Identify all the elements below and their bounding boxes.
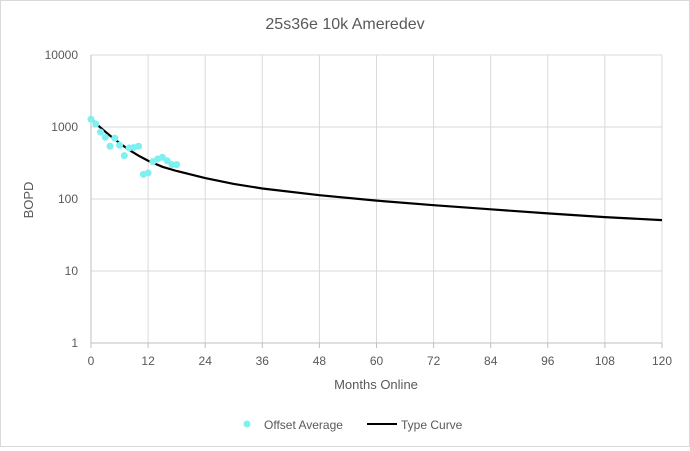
- x-tick-label: 0: [88, 354, 95, 368]
- type-curve-line: [90, 118, 663, 222]
- y-tick-label: 1000: [51, 120, 78, 134]
- offset-average-point: [101, 133, 109, 141]
- x-tick-label: 96: [541, 354, 555, 368]
- offset-average-series: [87, 115, 181, 178]
- x-tick-label: 108: [595, 354, 615, 368]
- legend: Offset Average Type Curve: [243, 418, 463, 432]
- offset-average-point: [87, 115, 95, 123]
- y-tick-label: 10: [65, 264, 79, 278]
- offset-average-point: [173, 161, 181, 169]
- type-curve-series: [90, 118, 663, 222]
- offset-average-point: [163, 157, 171, 165]
- offset-average-point: [106, 142, 114, 150]
- offset-average-point: [135, 142, 143, 150]
- x-tick-label: 84: [484, 354, 498, 368]
- axes: [90, 55, 663, 348]
- offset-average-point: [116, 141, 124, 149]
- x-tick-label: 48: [313, 354, 327, 368]
- offset-average-point: [111, 134, 119, 142]
- y-tick-label: 10000: [45, 48, 79, 62]
- y-tick-labels: 1 10 100 1000 10000: [45, 48, 79, 350]
- y-tick-label: 100: [58, 192, 78, 206]
- legend-marker-offset-average: [243, 420, 251, 428]
- grid-lines: [91, 54, 663, 343]
- x-tick-label: 120: [652, 354, 672, 368]
- y-axis-label: BOPD: [21, 182, 36, 219]
- legend-label-type-curve: Type Curve: [401, 418, 463, 432]
- chart-title: 25s36e 10k Ameredev: [265, 16, 424, 33]
- x-tick-label: 60: [370, 354, 384, 368]
- offset-average-point: [120, 152, 128, 160]
- legend-label-offset-average: Offset Average: [264, 418, 343, 432]
- y-tick-label: 1: [71, 336, 78, 350]
- offset-average-point: [92, 120, 100, 128]
- offset-average-point: [97, 128, 105, 136]
- x-tick-label: 12: [141, 354, 155, 368]
- x-tick-label: 72: [427, 354, 441, 368]
- x-tick-label: 24: [199, 354, 213, 368]
- x-axis-label: Months Online: [334, 377, 418, 392]
- x-tick-label: 36: [256, 354, 270, 368]
- x-tick-labels: 0 12 24 36 48 60 72 84 96 108 120: [88, 354, 673, 368]
- offset-average-point: [144, 169, 152, 177]
